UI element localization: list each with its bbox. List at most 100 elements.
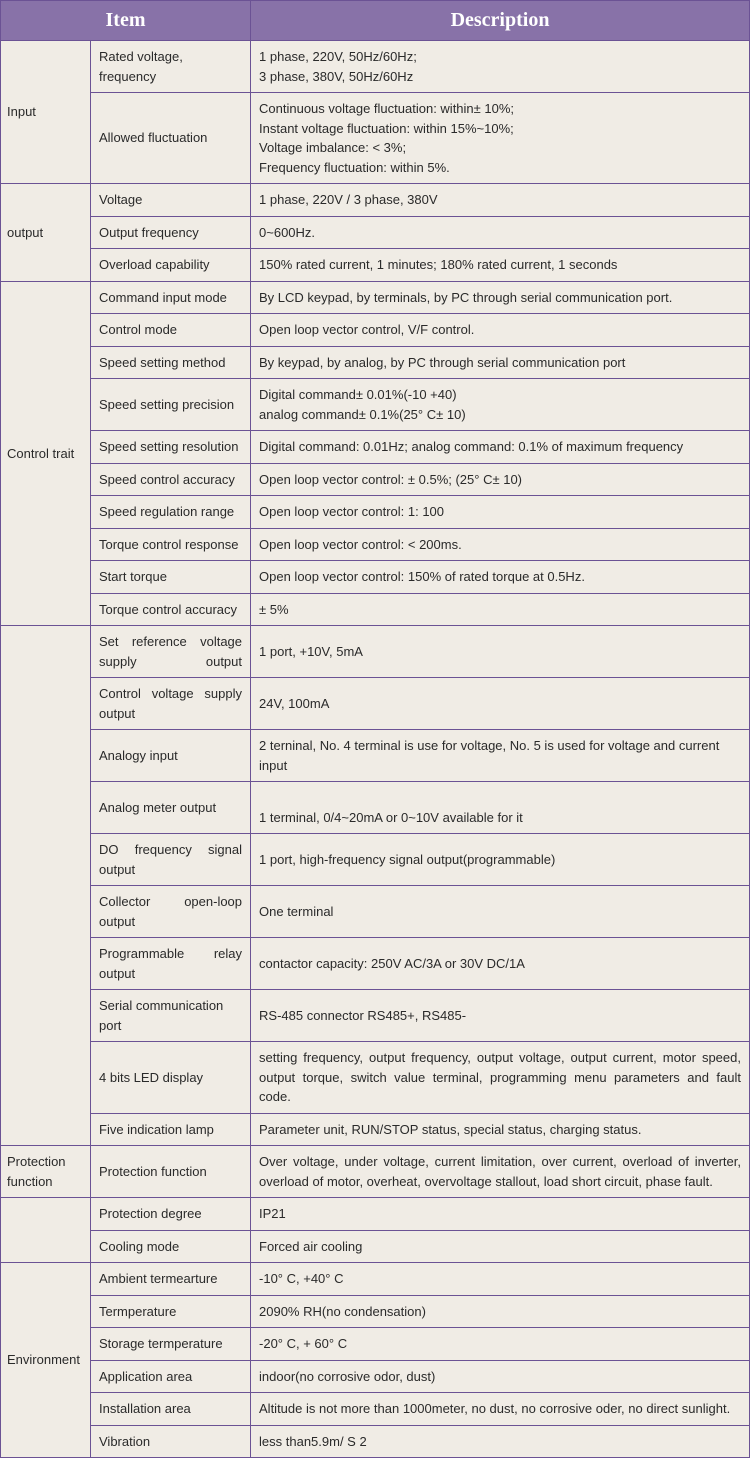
category-cell: Input — [1, 41, 91, 184]
header-row: Item Description — [1, 1, 750, 41]
param-cell: Five indication lamp — [91, 1113, 251, 1146]
desc-cell: By LCD keypad, by terminals, by PC throu… — [251, 281, 750, 314]
desc-cell: Continuous voltage fluctuation: within± … — [251, 93, 750, 184]
table-row: 4 bits LED displaysetting frequency, out… — [1, 1042, 750, 1114]
table-row: Speed setting methodBy keypad, by analog… — [1, 346, 750, 379]
desc-cell: Open loop vector control: 150% of rated … — [251, 561, 750, 594]
spec-table: Item Description InputRated voltage, fre… — [0, 0, 750, 1458]
category-cell — [1, 626, 91, 1146]
desc-cell: 24V, 100mA — [251, 678, 750, 730]
desc-cell: IP21 — [251, 1198, 750, 1231]
table-row: Speed setting resolutionDigital command:… — [1, 431, 750, 464]
table-row: Cooling modeForced air cooling — [1, 1230, 750, 1263]
desc-cell: Open loop vector control: ± 0.5%; (25° C… — [251, 463, 750, 496]
table-row: Termperature2090% RH(no condensation) — [1, 1295, 750, 1328]
param-cell: Allowed fluctuation — [91, 93, 251, 184]
table-row: Vibrationless than5.9m/ S 2 — [1, 1425, 750, 1458]
desc-cell: Altitude is not more than 1000meter, no … — [251, 1393, 750, 1426]
desc-cell: Digital command± 0.01%(-10 +40)analog co… — [251, 379, 750, 431]
param-cell: Speed setting resolution — [91, 431, 251, 464]
table-row: Programmable relay outputcontactor capac… — [1, 938, 750, 990]
desc-cell: less than5.9m/ S 2 — [251, 1425, 750, 1458]
param-cell: Ambient termearture — [91, 1263, 251, 1296]
desc-cell: 0~600Hz. — [251, 216, 750, 249]
param-cell: Analogy input — [91, 730, 251, 782]
table-row: Torque control responseOpen loop vector … — [1, 528, 750, 561]
desc-cell: 1 terminal, 0/4~20mA or 0~10V available … — [251, 782, 750, 834]
category-cell: output — [1, 184, 91, 282]
desc-cell: Open loop vector control: < 200ms. — [251, 528, 750, 561]
param-cell: DO frequency signal output — [91, 834, 251, 886]
param-cell: Application area — [91, 1360, 251, 1393]
table-row: Speed control accuracyOpen loop vector c… — [1, 463, 750, 496]
table-row: Storage termperature-20° C, + 60° C — [1, 1328, 750, 1361]
table-row: Analog meter output1 terminal, 0/4~20mA … — [1, 782, 750, 834]
param-cell: Speed regulation range — [91, 496, 251, 529]
param-cell: Protection function — [91, 1146, 251, 1198]
param-cell: Start torque — [91, 561, 251, 594]
param-cell: Installation area — [91, 1393, 251, 1426]
param-cell: Speed setting method — [91, 346, 251, 379]
desc-cell: 1 phase, 220V / 3 phase, 380V — [251, 184, 750, 217]
table-row: Allowed fluctuationContinuous voltage fl… — [1, 93, 750, 184]
param-cell: Torque control accuracy — [91, 593, 251, 626]
desc-cell: Digital command: 0.01Hz; analog command:… — [251, 431, 750, 464]
param-cell: Storage termperature — [91, 1328, 251, 1361]
param-cell: Programmable relay output — [91, 938, 251, 990]
param-cell: 4 bits LED display — [91, 1042, 251, 1114]
desc-cell: Forced air cooling — [251, 1230, 750, 1263]
param-cell: Control voltage supply output — [91, 678, 251, 730]
desc-cell: RS-485 connector RS485+, RS485- — [251, 990, 750, 1042]
category-cell — [1, 1198, 91, 1263]
table-row: Five indication lampParameter unit, RUN/… — [1, 1113, 750, 1146]
param-cell: Control mode — [91, 314, 251, 347]
table-row: Speed regulation rangeOpen loop vector c… — [1, 496, 750, 529]
param-cell: Output frequency — [91, 216, 251, 249]
category-cell: Protection function — [1, 1146, 91, 1198]
desc-cell: Parameter unit, RUN/STOP status, special… — [251, 1113, 750, 1146]
desc-cell: -10° C, +40° C — [251, 1263, 750, 1296]
table-row: Output frequency0~600Hz. — [1, 216, 750, 249]
table-row: Speed setting precisionDigital command± … — [1, 379, 750, 431]
table-row: Installation areaAltitude is not more th… — [1, 1393, 750, 1426]
param-cell: Vibration — [91, 1425, 251, 1458]
table-row: outputVoltage1 phase, 220V / 3 phase, 38… — [1, 184, 750, 217]
desc-cell: 1 port, +10V, 5mA — [251, 626, 750, 678]
desc-cell: 1 port, high-frequency signal output(pro… — [251, 834, 750, 886]
param-cell: Torque control response — [91, 528, 251, 561]
table-row: Overload capability150% rated current, 1… — [1, 249, 750, 282]
table-row: Torque control accuracy± 5% — [1, 593, 750, 626]
table-row: Control modeOpen loop vector control, V/… — [1, 314, 750, 347]
desc-cell: 1 phase, 220V, 50Hz/60Hz;3 phase, 380V, … — [251, 41, 750, 93]
table-row: Start torqueOpen loop vector control: 15… — [1, 561, 750, 594]
param-cell: Rated voltage, frequency — [91, 41, 251, 93]
desc-cell: 2 terninal, No. 4 terminal is use for vo… — [251, 730, 750, 782]
table-row: InputRated voltage, frequency1 phase, 22… — [1, 41, 750, 93]
param-cell: Set reference voltage supply output — [91, 626, 251, 678]
desc-cell: indoor(no corrosive odor, dust) — [251, 1360, 750, 1393]
param-cell: Termperature — [91, 1295, 251, 1328]
param-cell: Cooling mode — [91, 1230, 251, 1263]
category-cell: Control trait — [1, 281, 91, 626]
table-row: DO frequency signal output1 port, high-f… — [1, 834, 750, 886]
param-cell: Protection degree — [91, 1198, 251, 1231]
table-row: Serial communication portRS-485 connecto… — [1, 990, 750, 1042]
desc-cell: contactor capacity: 250V AC/3A or 30V DC… — [251, 938, 750, 990]
param-cell: Speed setting precision — [91, 379, 251, 431]
table-row: EnvironmentAmbient termearture-10° C, +4… — [1, 1263, 750, 1296]
desc-cell: ± 5% — [251, 593, 750, 626]
table-row: Protection functionProtection functionOv… — [1, 1146, 750, 1198]
table-row: Control voltage supply output24V, 100mA — [1, 678, 750, 730]
table-row: Analogy input2 terninal, No. 4 terminal … — [1, 730, 750, 782]
desc-cell: One terminal — [251, 886, 750, 938]
desc-cell: 150% rated current, 1 minutes; 180% rate… — [251, 249, 750, 282]
table-row: Control traitCommand input modeBy LCD ke… — [1, 281, 750, 314]
param-cell: Overload capability — [91, 249, 251, 282]
table-row: Collector open-loop outputOne terminal — [1, 886, 750, 938]
param-cell: Speed control accuracy — [91, 463, 251, 496]
param-cell: Command input mode — [91, 281, 251, 314]
param-cell: Collector open-loop output — [91, 886, 251, 938]
desc-cell: 2090% RH(no condensation) — [251, 1295, 750, 1328]
param-cell: Serial communication port — [91, 990, 251, 1042]
category-cell: Environment — [1, 1263, 91, 1458]
